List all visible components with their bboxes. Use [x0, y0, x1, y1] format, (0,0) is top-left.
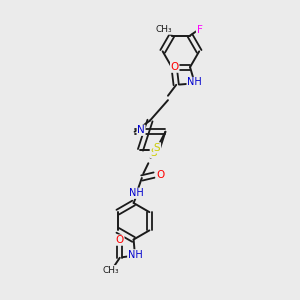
Text: F: F: [196, 25, 202, 35]
Text: O: O: [116, 235, 124, 245]
Text: S: S: [154, 143, 160, 153]
Text: S: S: [150, 148, 157, 158]
Text: CH₃: CH₃: [103, 266, 119, 274]
Text: O: O: [156, 170, 164, 180]
Text: NH: NH: [187, 77, 202, 88]
Text: CH₃: CH₃: [155, 25, 172, 34]
Text: N: N: [137, 125, 145, 135]
Text: NH: NH: [129, 188, 144, 198]
Text: NH: NH: [128, 250, 142, 260]
Text: O: O: [171, 62, 179, 72]
